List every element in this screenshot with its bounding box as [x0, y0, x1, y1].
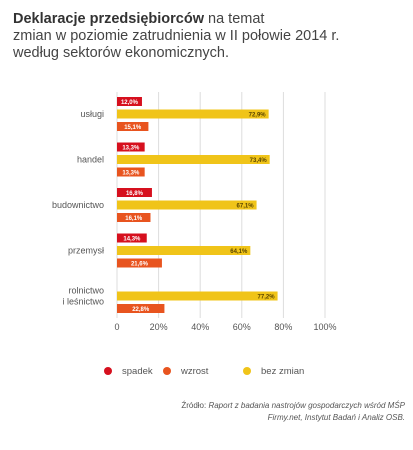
bar-spadek: [117, 233, 147, 243]
bar-wzrost: [117, 122, 149, 131]
data-label: 77,2%: [258, 294, 276, 300]
source-text-1: Raport z badania nastrojów gospodarczych…: [208, 401, 405, 410]
chart-title: Deklaracje przedsiębiorców na temat zmia…: [13, 11, 403, 62]
chart-title-line3: według sektorów ekonomicznych.: [13, 45, 229, 61]
data-label: 67,1%: [237, 203, 255, 209]
x-tick-label: 40%: [191, 322, 209, 332]
source-text-2: Firmy.net, Instytut Badań i Analiz OSB.: [267, 413, 405, 422]
x-tick-label: 60%: [233, 322, 251, 332]
legend-marker-spadek: [104, 367, 112, 375]
bar-wzrost: [117, 304, 165, 313]
bar-spadek: [117, 97, 142, 106]
x-tick-label: 0: [114, 322, 119, 332]
x-tick-label: 20%: [150, 322, 168, 332]
category-label: rolnictwo: [68, 286, 104, 296]
bar-wzrost: [117, 167, 145, 177]
bar-bez-zmian: [117, 291, 278, 301]
bar-bez-zmian: [117, 155, 270, 164]
category-label: przemysł: [68, 246, 104, 256]
data-label: 13,3%: [122, 145, 140, 151]
x-tick-label: 100%: [313, 322, 336, 332]
bar-spadek: [117, 188, 152, 197]
category-label: i leśnictwo: [62, 297, 104, 307]
data-label: 13,3%: [122, 170, 140, 176]
data-label: 22,8%: [132, 307, 150, 313]
data-label: 15,1%: [124, 125, 142, 131]
chart-title-bold: Deklaracje przedsiębiorców: [13, 11, 204, 27]
bar-wzrost: [117, 213, 151, 222]
bar-bez-zmian: [117, 200, 257, 210]
data-label: 72,9%: [249, 112, 267, 118]
source-note: Źródło: Raport z badania nastrojów gospo…: [105, 400, 405, 424]
bar-wzrost: [117, 258, 162, 268]
data-label: 12,0%: [121, 100, 139, 106]
chart-title-line2: zmian w poziomie zatrudnienia w II połow…: [13, 28, 340, 44]
data-label: 64,1%: [230, 249, 248, 255]
category-label: usługi: [80, 109, 104, 119]
legend-label: wzrost: [180, 366, 209, 377]
source-label: Źródło:: [181, 401, 209, 410]
data-label: 14,3%: [123, 236, 141, 242]
category-label: budownictwo: [52, 200, 104, 210]
legend-label: spadek: [122, 366, 153, 377]
bar-spadek: [117, 142, 145, 152]
legend-marker-wzrost: [163, 367, 171, 375]
data-label: 16,1%: [125, 216, 143, 222]
bar-bez-zmian: [117, 109, 269, 119]
data-label: 16,8%: [126, 191, 144, 197]
data-label: 21,6%: [131, 261, 149, 267]
x-tick-label: 80%: [274, 322, 292, 332]
legend-marker-bez-zmian: [243, 367, 251, 375]
chart-title-rest: na temat: [204, 11, 265, 27]
data-label: 73,4%: [250, 158, 268, 164]
bar-bez-zmian: [117, 246, 251, 255]
legend-label: bez zmian: [261, 366, 304, 377]
category-label: handel: [77, 155, 104, 165]
